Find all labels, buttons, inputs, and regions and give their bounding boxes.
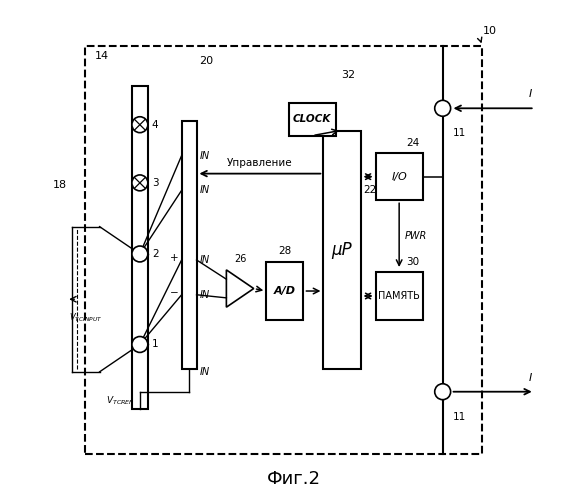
Text: ПАМЯТЬ: ПАМЯТЬ (378, 291, 420, 301)
Text: Фиг.2: Фиг.2 (266, 470, 321, 488)
Text: 24: 24 (407, 138, 420, 148)
Text: $V_{TCREF}$: $V_{TCREF}$ (106, 394, 135, 406)
Text: 26: 26 (234, 254, 246, 264)
FancyBboxPatch shape (181, 120, 197, 370)
Text: I: I (529, 373, 532, 383)
Text: IN: IN (200, 367, 210, 377)
Text: Управление: Управление (227, 158, 293, 168)
FancyBboxPatch shape (376, 153, 423, 200)
Circle shape (132, 246, 148, 262)
Text: I/O: I/O (392, 172, 407, 181)
Circle shape (435, 100, 451, 116)
Text: 18: 18 (52, 180, 66, 190)
Text: 20: 20 (199, 56, 213, 66)
Circle shape (132, 175, 148, 191)
Text: $V_{TCINPUT}$: $V_{TCINPUT}$ (69, 312, 103, 324)
Text: 11: 11 (453, 128, 466, 138)
Text: IN: IN (200, 150, 210, 160)
Text: 2: 2 (152, 249, 158, 259)
Text: IN: IN (200, 290, 210, 300)
Text: PWR: PWR (405, 232, 427, 241)
Text: 1: 1 (152, 340, 158, 349)
Text: μP: μP (332, 241, 352, 259)
Text: IN: IN (200, 186, 210, 196)
Text: IN: IN (200, 255, 210, 265)
Text: 11: 11 (453, 412, 466, 422)
Text: 14: 14 (95, 50, 109, 60)
Text: 22: 22 (363, 186, 376, 196)
Text: 32: 32 (340, 70, 355, 81)
FancyBboxPatch shape (289, 104, 336, 136)
Text: 28: 28 (278, 246, 291, 256)
FancyBboxPatch shape (85, 46, 483, 454)
Circle shape (435, 384, 451, 400)
Text: 4: 4 (152, 120, 158, 130)
FancyBboxPatch shape (132, 86, 148, 409)
Text: 10: 10 (483, 26, 497, 36)
Circle shape (132, 116, 148, 132)
Text: +: + (170, 254, 178, 264)
FancyBboxPatch shape (376, 272, 423, 320)
Text: 30: 30 (407, 258, 420, 268)
Text: −: − (170, 288, 178, 298)
Text: I: I (529, 90, 532, 100)
Text: A/D: A/D (274, 286, 296, 296)
FancyBboxPatch shape (266, 262, 303, 320)
Circle shape (132, 336, 148, 352)
Text: CLOCK: CLOCK (293, 114, 331, 124)
FancyBboxPatch shape (323, 130, 360, 370)
Text: 3: 3 (152, 178, 158, 188)
